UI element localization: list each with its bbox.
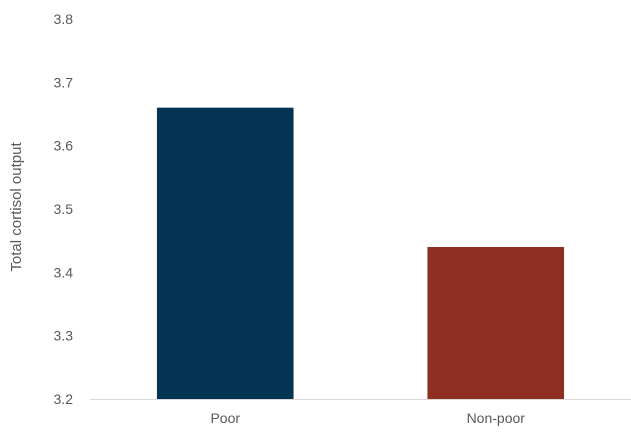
y-tick-label: 3.5 [54,201,74,217]
bar-poor [156,107,294,400]
y-tick-label: 3.8 [54,11,74,27]
x-tick-label: Poor [210,410,240,426]
y-axis-title: Total cortisol output [8,142,25,272]
y-tick-label: 3.4 [54,264,74,280]
x-tick-label: Non-poor [467,410,526,426]
y-tick-label: 3.6 [54,138,74,154]
bars [156,107,565,400]
x-axis-ticks: Poor Non-poor [210,410,525,426]
y-tick-label: 3.3 [54,328,74,344]
y-axis-ticks: 3.2 3.3 3.4 3.5 3.6 3.7 3.8 [54,11,74,407]
y-tick-label: 3.7 [54,74,74,90]
y-tick-label: 3.2 [54,391,74,407]
bar-non-poor [427,247,565,399]
